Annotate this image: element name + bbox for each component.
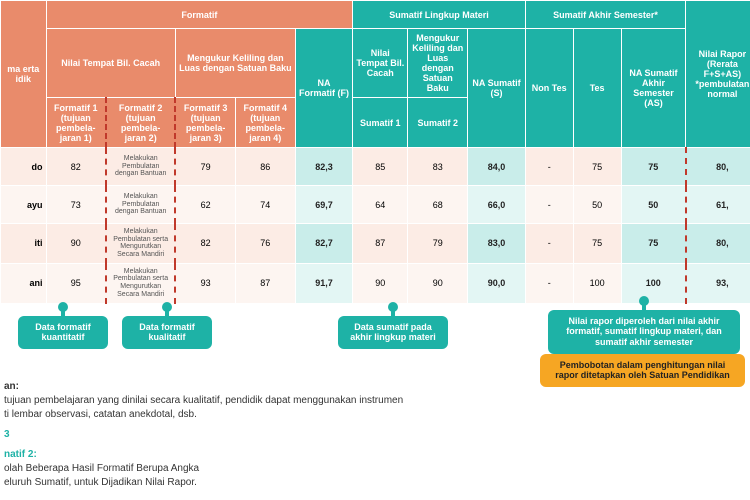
hdr-s2: Sumatif 2 (408, 98, 468, 148)
naf-cell: 91,7 (295, 263, 353, 303)
naf-cell: 82,3 (295, 148, 353, 186)
hdr-tes: Tes (573, 29, 621, 148)
nt-cell: - (525, 224, 573, 264)
s1-cell: 90 (353, 263, 408, 303)
name-cell: iti (1, 224, 47, 264)
hdr-nilai-tempat: Nilai Tempat Bil. Cacah (46, 29, 175, 98)
s2-cell: 90 (408, 263, 468, 303)
tes-cell: 75 (573, 224, 621, 264)
assessment-table: ma erta idik Formatif Sumatif Lingkup Ma… (0, 0, 750, 304)
s1-cell: 64 (353, 186, 408, 224)
col-name: ma erta idik (1, 1, 47, 148)
nr-cell: 80, (686, 224, 750, 264)
f3-cell: 82 (175, 224, 235, 264)
f2-cell: Melakukan Pembulatan dengan Bantuan (106, 148, 175, 186)
name-cell: ani (1, 263, 47, 303)
f3-cell: 93 (175, 263, 235, 303)
nas-cell: 84,0 (468, 148, 526, 186)
hdr-s-mengukur: Mengukur Keliling dan Luas dengan Satuan… (408, 29, 468, 98)
tes-cell: 100 (573, 263, 621, 303)
f3-cell: 79 (175, 148, 235, 186)
name-cell: do (1, 148, 47, 186)
hdr-f3: Formatif 3 (tujuan pembela- jaran 3) (175, 98, 235, 148)
hdr-formatif: Formatif (46, 1, 353, 29)
callout-rapor: Nilai rapor diperoleh dari nilai akhir f… (548, 310, 740, 354)
alt-sub: natif 2: (4, 448, 746, 462)
alt-b: eluruh Sumatif, untuk Dijadikan Nilai Ra… (4, 476, 746, 490)
hdr-slm: Sumatif Lingkup Materi (353, 1, 526, 29)
nt-cell: - (525, 148, 573, 186)
nr-cell: 93, (686, 263, 750, 303)
f2-cell: Melakukan Pembulatan serta Mengurutkan S… (106, 263, 175, 303)
alt-title: 3 (4, 428, 746, 442)
s2-cell: 83 (408, 148, 468, 186)
table-row: ani95Melakukan Pembulatan serta Mengurut… (1, 263, 750, 303)
hdr-f1: Formatif 1 (tujuan pembela- jaran 1) (46, 98, 106, 148)
tes-cell: 50 (573, 186, 621, 224)
f2-cell: Melakukan Pembulatan dengan Bantuan (106, 186, 175, 224)
nas-cell: 90,0 (468, 263, 526, 303)
hdr-nilai-rapor: Nilai Rapor (Rerata F+S+AS) *pembulatan … (686, 1, 750, 148)
hdr-f2: Formatif 2 (tujuan pembela- jaran 2) (106, 98, 175, 148)
notes-line1: tujuan pembelajaran yang dinilai secara … (4, 394, 746, 408)
hdr-sas: Sumatif Akhir Semester* (525, 1, 686, 29)
callouts-region: Data formatif kuantitatif Data formatif … (0, 304, 750, 374)
hdr-s-nilai-tempat: Nilai Tempat Bil. Cacah (353, 29, 408, 98)
f4-cell: 87 (235, 263, 295, 303)
nt-cell: - (525, 186, 573, 224)
callout-kual: Data formatif kualitatif (122, 316, 212, 350)
hdr-na-as: NA Sumatif Akhir Semester (AS) (621, 29, 686, 148)
f1-cell: 90 (46, 224, 106, 264)
alt-a: olah Beberapa Hasil Formatif Berupa Angk… (4, 462, 746, 476)
notes-title: an: (4, 381, 19, 392)
naas-cell: 100 (621, 263, 686, 303)
s1-cell: 85 (353, 148, 408, 186)
s1-cell: 87 (353, 224, 408, 264)
footnotes: an: tujuan pembelajaran yang dinilai sec… (0, 374, 750, 490)
hdr-na-s: NA Sumatif (S) (468, 29, 526, 148)
s2-cell: 79 (408, 224, 468, 264)
f1-cell: 82 (46, 148, 106, 186)
f3-cell: 62 (175, 186, 235, 224)
notes-line2: ti lembar observasi, catatan anekdotal, … (4, 408, 746, 422)
hdr-f4: Formatif 4 (tujuan pembela- jaran 4) (235, 98, 295, 148)
nt-cell: - (525, 263, 573, 303)
nas-cell: 66,0 (468, 186, 526, 224)
f4-cell: 76 (235, 224, 295, 264)
callout-sumat: Data sumatif pada akhir lingkup materi (338, 316, 448, 350)
hdr-na-f: NA Formatif (F) (295, 29, 353, 148)
f4-cell: 74 (235, 186, 295, 224)
naas-cell: 50 (621, 186, 686, 224)
hdr-s1: Sumatif 1 (353, 98, 408, 148)
nas-cell: 83,0 (468, 224, 526, 264)
naf-cell: 82,7 (295, 224, 353, 264)
name-cell: ayu (1, 186, 47, 224)
f1-cell: 95 (46, 263, 106, 303)
naas-cell: 75 (621, 148, 686, 186)
naf-cell: 69,7 (295, 186, 353, 224)
f2-cell: Melakukan Pembulatan serta Mengurutkan S… (106, 224, 175, 264)
nr-cell: 80, (686, 148, 750, 186)
table-row: do82Melakukan Pembulatan dengan Bantuan7… (1, 148, 750, 186)
f4-cell: 86 (235, 148, 295, 186)
tes-cell: 75 (573, 148, 621, 186)
table-row: ayu73Melakukan Pembulatan dengan Bantuan… (1, 186, 750, 224)
hdr-mengukur: Mengukur Keliling dan Luas dengan Satuan… (175, 29, 295, 98)
hdr-nontes: Non Tes (525, 29, 573, 148)
naas-cell: 75 (621, 224, 686, 264)
s2-cell: 68 (408, 186, 468, 224)
f1-cell: 73 (46, 186, 106, 224)
callout-kuant: Data formatif kuantitatif (18, 316, 108, 350)
table-row: iti90Melakukan Pembulatan serta Mengurut… (1, 224, 750, 264)
callout-bobot: Pembobotan dalam penghitungan nilai rapo… (540, 354, 745, 388)
nr-cell: 61, (686, 186, 750, 224)
